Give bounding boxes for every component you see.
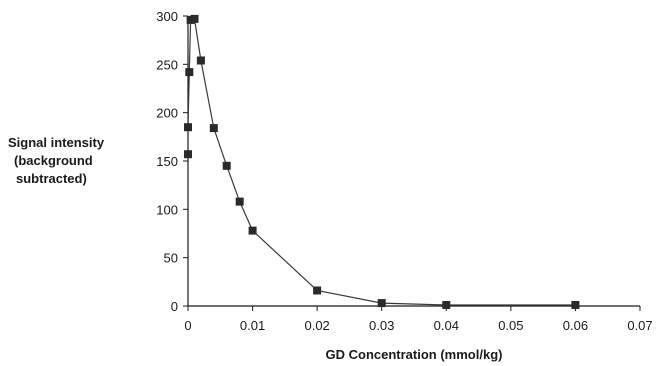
y-tick-label: 250: [156, 57, 178, 72]
y-tick-label: 50: [164, 251, 178, 266]
x-tick-label: 0.02: [304, 318, 329, 333]
series-layer: [184, 14, 580, 309]
data-point: [222, 161, 231, 170]
data-point: [209, 124, 218, 133]
y-tick-label: 200: [156, 106, 178, 121]
y-tick-label: 150: [156, 154, 178, 169]
data-point: [235, 197, 244, 206]
y-axis-title-line-1: Signal intensity: [8, 135, 105, 150]
data-point: [248, 226, 257, 235]
y-tick-label: 300: [156, 9, 178, 24]
series-line: [187, 18, 576, 306]
data-point: [185, 68, 194, 77]
x-axis-title: GD Concentration (mmol/kg): [326, 347, 503, 362]
y-tick-label: 100: [156, 202, 178, 217]
x-tick-label: 0.04: [434, 318, 459, 333]
data-point: [571, 301, 580, 309]
data-point: [377, 299, 386, 308]
x-tick-label: 0.03: [369, 318, 394, 333]
x-tick-label: 0.06: [563, 318, 588, 333]
data-point: [184, 150, 192, 159]
data-point: [196, 56, 205, 65]
data-point: [313, 286, 322, 295]
data-point: [442, 301, 451, 309]
y-axis-title-line-3: subtracted): [16, 171, 87, 186]
axes: 0 50 100 150 200 250 300 0 0.01 0.02 0.03 0.04 0.05 0…: [156, 9, 652, 333]
x-tick-label: 0: [184, 318, 191, 333]
data-point: [190, 14, 199, 23]
y-axis-title-line-2: (background: [14, 153, 93, 168]
x-tick-label: 0.05: [498, 318, 523, 333]
x-tick-label: 0.07: [627, 318, 652, 333]
x-tick-label: 0.01: [240, 318, 265, 333]
y-axis-title: Signal intensity (background subtracted): [8, 135, 105, 186]
data-point: [184, 123, 192, 132]
y-tick-label: 0: [171, 299, 178, 314]
